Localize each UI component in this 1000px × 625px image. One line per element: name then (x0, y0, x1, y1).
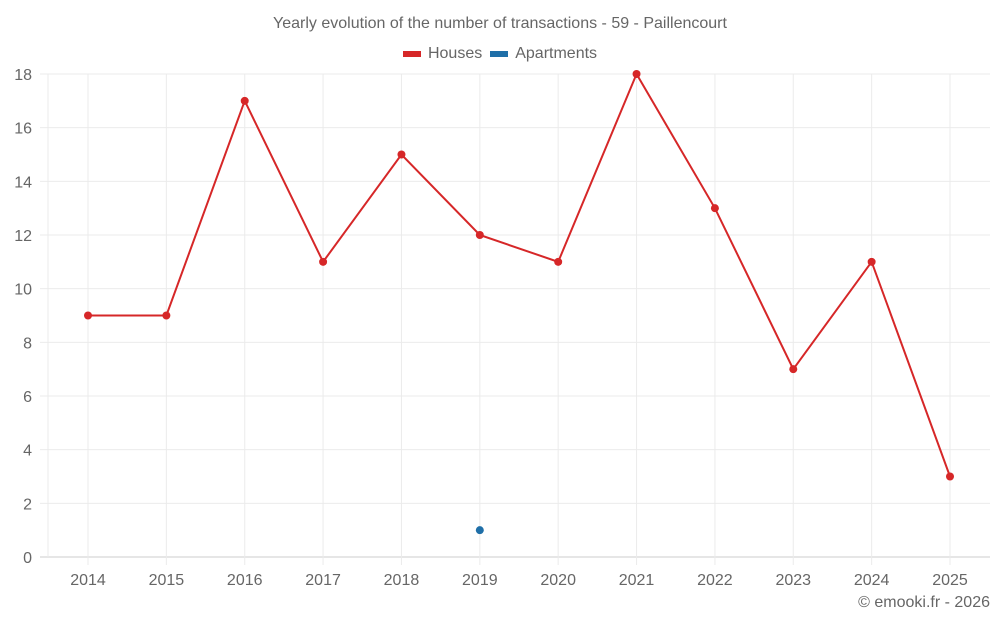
y-tick-label: 4 (23, 443, 32, 460)
data-point (162, 311, 171, 320)
x-tick-label: 2025 (932, 572, 968, 589)
data-point (240, 96, 249, 105)
x-tick-label: 2019 (462, 572, 498, 589)
legend-label-houses: Houses (427, 45, 483, 62)
y-tick-label: 8 (23, 335, 32, 352)
x-tick-label: 2024 (854, 572, 890, 589)
data-point (84, 311, 92, 320)
y-tick-label: 6 (23, 389, 32, 406)
x-tick-label: 2023 (775, 572, 811, 589)
data-point (867, 257, 876, 266)
x-tick-label: 2022 (697, 572, 733, 589)
y-tick-label: 18 (14, 67, 32, 84)
data-point (946, 472, 954, 481)
x-tick-label: 2020 (540, 572, 576, 589)
x-tick-label: 2017 (305, 572, 341, 589)
x-tick-label: 2016 (227, 572, 263, 589)
legend: Houses Apartments (0, 45, 1000, 63)
apartments-swatch-icon (490, 51, 509, 57)
legend-item-houses[interactable]: Houses (402, 45, 483, 63)
x-tick-label: 2018 (384, 572, 420, 589)
y-tick-label: 0 (23, 550, 32, 567)
x-tick-label: 2015 (149, 572, 185, 589)
y-tick-label: 14 (14, 174, 32, 191)
y-tick-label: 16 (14, 121, 32, 138)
data-point (710, 204, 719, 213)
data-point (397, 150, 406, 159)
data-point (319, 257, 328, 266)
chart-title: Yearly evolution of the number of transa… (273, 15, 727, 32)
y-tick-label: 2 (23, 496, 32, 513)
legend-label-apartments: Apartments (515, 45, 598, 62)
houses-swatch-icon (402, 51, 421, 57)
x-tick-label: 2014 (70, 572, 106, 589)
data-point (789, 365, 798, 374)
y-tick-label: 10 (14, 282, 32, 299)
data-point (475, 231, 484, 239)
data-point (475, 526, 484, 535)
x-tick-label: 2021 (619, 572, 655, 589)
y-tick-label: 12 (14, 228, 32, 245)
legend-item-apartments[interactable]: Apartments (490, 45, 597, 63)
data-point (554, 257, 563, 266)
credit-text: © emooki.fr - 2026 (858, 594, 990, 611)
series-line-houses (88, 71, 951, 477)
data-point (632, 70, 641, 78)
